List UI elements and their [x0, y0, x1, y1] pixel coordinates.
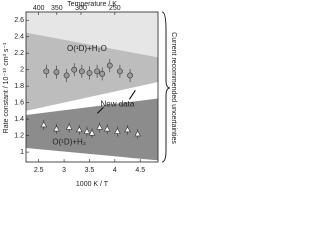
x-axis-title: 1000 K / T [76, 181, 109, 188]
point [124, 126, 131, 133]
arrow [128, 90, 136, 100]
point [53, 69, 60, 76]
x-tick-label: 4 [113, 167, 117, 174]
y-tick-label: 2.4 [14, 34, 24, 41]
y-tick-label: 1.6 [14, 100, 24, 107]
point [134, 130, 142, 137]
y-tick-label: 1.2 [14, 132, 24, 139]
uncertainty-band [26, 12, 158, 58]
annotation: O(¹D)+H₂ [52, 137, 86, 146]
point [117, 68, 123, 75]
x2-axis-title: Temperature / K [67, 1, 117, 8]
point [94, 68, 100, 75]
page: Temperature / K 1000 K / T Rate constant… [0, 0, 178, 189]
point [43, 68, 50, 75]
y-tick-label: 2 [20, 67, 24, 74]
x2-tick-label: 400 [33, 5, 45, 12]
plot-frame [25, 11, 159, 163]
chart: Temperature / K 1000 K / T Rate constant… [2, 1, 177, 188]
x-tick-label: 2.5 [34, 167, 44, 174]
x2-tick-label: 250 [109, 5, 121, 12]
x2-tick-label: 350 [51, 5, 63, 12]
x2-tick-label: 300 [75, 5, 87, 12]
y-tick-label: 2.6 [14, 17, 24, 24]
point [88, 129, 96, 136]
point [96, 123, 103, 130]
brace [161, 11, 171, 163]
annotation: New data [100, 99, 134, 108]
point [65, 123, 73, 130]
point [127, 72, 133, 79]
point [53, 125, 60, 132]
point [63, 72, 70, 79]
point [114, 127, 121, 134]
y-tick-label: 1 [20, 149, 24, 156]
x-tick-label: 4.5 [135, 167, 145, 174]
point [40, 121, 48, 128]
side-label: Current recommended uncertainties [170, 32, 177, 144]
arrow [97, 106, 104, 114]
point [78, 68, 85, 75]
y-tick-label: 1.8 [14, 83, 24, 90]
x-tick-label: 3 [62, 167, 66, 174]
annotation: O(¹D)+H₂O [67, 44, 107, 53]
x-tick-label: 3.5 [85, 167, 95, 174]
y-tick-label: 1.4 [14, 116, 24, 123]
point [86, 70, 93, 76]
point [99, 70, 106, 77]
point [83, 127, 91, 134]
point [106, 62, 113, 69]
point [103, 125, 111, 132]
y-tick-label: 2.2 [14, 50, 24, 57]
y-axis-title: Rate constant / 10⁻¹⁰ cm³ s⁻¹ [2, 42, 10, 133]
point [71, 66, 78, 73]
point [75, 126, 83, 133]
